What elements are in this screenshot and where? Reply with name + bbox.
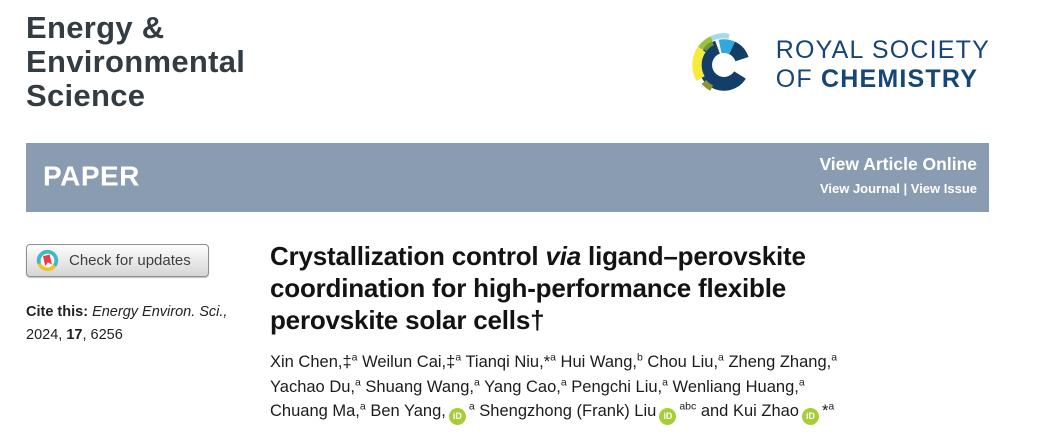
text: * <box>822 402 829 420</box>
affiliation-superscript: a <box>468 400 475 413</box>
text: Yang Cao, <box>479 377 561 396</box>
citation: Cite this: Energy Environ. Sci., 2024, 1… <box>26 301 227 347</box>
affiliation-superscript: a <box>828 400 835 413</box>
text: Wenliang Huang, <box>667 377 799 396</box>
text: Ben Yang, <box>365 402 446 420</box>
journal-title: Energy & Environmental Science <box>26 11 245 113</box>
text: Hui Wang, <box>555 353 637 371</box>
text: Tianqi Niu,* <box>461 353 551 371</box>
author-line: Xin Chen,‡a Weilun Cai,‡a Tianqi Niu,*a … <box>270 350 837 375</box>
text: Zheng Zhang, <box>723 353 832 371</box>
author-line: Yachao Du,a Shuang Wang,a Yang Cao,a Pen… <box>270 375 837 400</box>
article-title-line: Crystallization control via ligand–perov… <box>270 240 806 272</box>
view-article-online-link[interactable]: View Article Online <box>819 154 977 174</box>
text: perovskite solar cells† <box>270 305 545 335</box>
view-journal-issue-links[interactable]: View Journal | View Issue <box>819 181 977 196</box>
article-title-line: perovskite solar cells† <box>270 304 806 336</box>
affiliation-superscript: a <box>455 351 462 364</box>
journal-title-line: Energy & <box>26 10 165 45</box>
affiliation-superscript: abc <box>679 400 697 413</box>
affiliation-superscript: a <box>662 376 668 388</box>
text: Pengchi Liu, <box>566 377 663 396</box>
crossmark-icon <box>36 249 59 272</box>
paper-label: PAPER <box>43 160 140 192</box>
affiliation-superscript: b <box>636 351 643 364</box>
affiliation-superscript: a <box>355 376 361 388</box>
text: and Kui Zhao <box>696 402 799 420</box>
text: coordination for high-performance flexib… <box>270 273 786 303</box>
citation-line1: Cite this: Energy Environ. Sci., <box>26 304 228 320</box>
text: Crystallization control <box>270 241 546 271</box>
affiliation-superscript: a <box>718 351 724 364</box>
affiliation-superscript: a <box>798 376 805 388</box>
publisher-name: ROYAL SOCIETY OF CHEMISTRY <box>776 36 990 94</box>
rsc-c-icon <box>691 33 749 91</box>
affiliation-superscript: a <box>359 400 366 413</box>
italic-text: via <box>545 241 582 271</box>
affiliation-superscript: a <box>831 351 838 364</box>
article-title-line: coordination for high-performance flexib… <box>270 272 806 304</box>
affiliation-superscript: a <box>560 376 567 388</box>
paper-banner: PAPER View Article Online View Journal |… <box>26 143 989 212</box>
text: Xin Chen,‡ <box>270 353 352 371</box>
publisher-name-line2: OF CHEMISTRY <box>775 65 979 93</box>
text: Chuang Ma, <box>270 402 360 420</box>
publisher-name-line1: ROYAL SOCIETY <box>775 36 990 64</box>
journal-title-line: Environmental <box>26 44 246 79</box>
text: ligand–perovskite <box>581 241 806 271</box>
affiliation-superscript: a <box>550 351 556 364</box>
banner-links: View Article Online View Journal | View … <box>819 154 977 196</box>
text: Yachao Du, <box>270 377 355 396</box>
affiliation-superscript: a <box>473 376 480 388</box>
orcid-icon[interactable]: iD <box>448 408 466 425</box>
check-updates-label: Check for updates <box>69 252 191 269</box>
text: Shengzhong (Frank) Liu <box>474 402 657 420</box>
check-for-updates-button[interactable]: Check for updates <box>26 244 209 277</box>
journal-title-line: Science <box>26 78 146 113</box>
author-list: Xin Chen,‡a Weilun Cai,‡a Tianqi Niu,*a … <box>270 350 837 425</box>
rsc-logo: ROYAL SOCIETY OF CHEMISTRY <box>681 20 990 110</box>
author-line: Chuang Ma,a Ben Yang, iDa Shengzhong (Fra… <box>270 399 837 425</box>
text: Shuang Wang, <box>360 377 474 396</box>
orcid-icon[interactable]: iD <box>659 408 677 425</box>
affiliation-superscript: a <box>351 351 358 364</box>
citation-line2: 2024, 17, 6256 <box>26 327 123 343</box>
article-title: Crystallization control via ligand–perov… <box>270 240 806 336</box>
text: Weilun Cai,‡ <box>357 353 456 371</box>
text: Chou Liu, <box>642 353 719 371</box>
orcid-icon[interactable]: iD <box>802 408 819 425</box>
